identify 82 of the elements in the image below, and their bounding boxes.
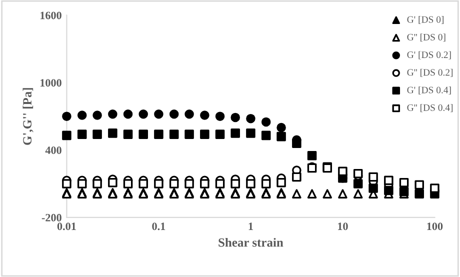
point <box>384 186 394 196</box>
legend-label: G' [DS 0.2] <box>407 51 451 60</box>
point <box>200 179 210 188</box>
point <box>92 179 102 188</box>
point <box>108 109 118 119</box>
point <box>200 110 210 120</box>
x-tick-label: 0.01 <box>57 222 76 230</box>
point <box>276 122 286 132</box>
point <box>353 179 363 188</box>
point <box>215 179 225 188</box>
point <box>368 172 378 182</box>
point <box>368 184 378 193</box>
point <box>414 180 424 190</box>
point <box>384 176 394 186</box>
point <box>62 112 72 121</box>
point <box>92 130 102 139</box>
point <box>246 114 256 124</box>
point <box>92 110 102 120</box>
point <box>169 179 179 188</box>
y-tick-label: 1600 <box>40 12 62 20</box>
point <box>123 109 133 119</box>
point <box>108 128 118 138</box>
y-axis-title: G',G'' [Pa] <box>22 88 34 145</box>
point <box>215 112 225 121</box>
point <box>399 178 409 188</box>
legend-label: G'' [DS 0] <box>407 34 446 42</box>
point <box>246 179 256 188</box>
point <box>292 189 302 198</box>
point <box>123 179 133 188</box>
point <box>322 189 332 198</box>
point <box>62 130 72 140</box>
point <box>77 110 87 120</box>
point <box>230 179 240 188</box>
point <box>77 179 87 188</box>
x-tick-label: 0.1 <box>152 222 166 230</box>
point <box>200 130 210 139</box>
x-tick-label: 10 <box>338 222 348 230</box>
x-tick-label: 1 <box>248 222 253 230</box>
point <box>338 189 348 198</box>
point <box>154 130 164 139</box>
point <box>430 184 440 193</box>
point <box>154 109 164 119</box>
point <box>77 130 87 139</box>
point <box>230 128 240 138</box>
point <box>261 117 271 127</box>
point <box>154 179 164 188</box>
point <box>276 178 286 188</box>
point <box>184 179 194 188</box>
point <box>138 130 148 139</box>
point <box>184 130 194 139</box>
point <box>138 109 148 119</box>
point <box>399 186 409 196</box>
point <box>414 189 424 198</box>
point <box>307 151 317 160</box>
y-tick-label: -200 <box>42 214 62 222</box>
x-axis-title: Shear strain <box>218 238 284 247</box>
legend-label: G' [DS 0] <box>407 16 444 24</box>
point <box>292 172 302 182</box>
point <box>307 189 317 198</box>
point <box>230 112 240 122</box>
legend-label: G'' [DS 0.2] <box>407 68 453 77</box>
point <box>338 166 348 176</box>
point <box>215 130 225 139</box>
point <box>169 109 179 119</box>
point <box>123 130 133 139</box>
point <box>138 179 148 188</box>
point <box>353 168 363 178</box>
point <box>261 130 271 140</box>
y-tick-label: 1000 <box>40 79 62 87</box>
legend-label: G'' [DS 0.4] <box>407 104 453 112</box>
y-tick-label: 400 <box>45 146 62 154</box>
point <box>246 128 256 138</box>
legend-label: G' [DS 0.4] <box>407 86 451 95</box>
point <box>353 189 363 198</box>
point <box>108 178 118 188</box>
point <box>261 179 271 188</box>
point <box>276 132 286 142</box>
point <box>292 138 302 148</box>
x-tick-label: 100 <box>427 222 443 230</box>
point <box>62 179 72 188</box>
point <box>184 109 194 119</box>
point <box>169 130 179 139</box>
